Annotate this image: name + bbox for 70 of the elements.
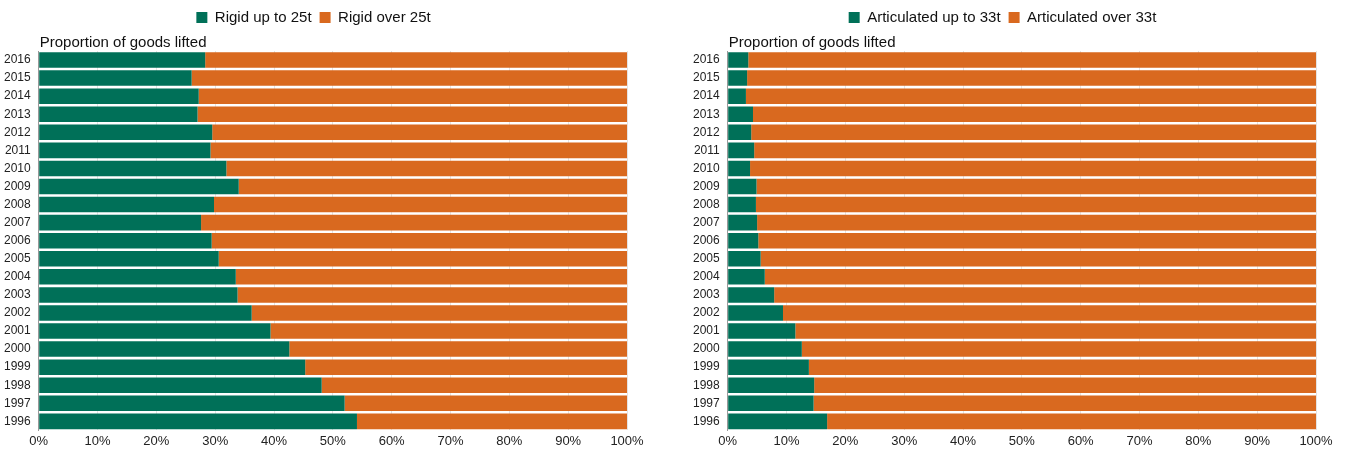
y-tick-label: 2002 [692,305,721,320]
legend-label: Articulated over 33t [1027,7,1158,25]
y-tick-label: 2000 [3,341,32,356]
y-tick-label: 1998 [3,377,32,392]
x-tick-label: 30% [891,432,918,448]
x-tick-label: 80% [1185,432,1212,448]
x-tick-label: 100% [610,432,645,448]
y-tick-label: 2005 [692,251,721,266]
y-tick-label: 2015 [692,70,721,85]
y-tick-label: 2014 [692,88,721,103]
y-tick-label: 1999 [3,359,32,374]
y-tick-label: 2011 [4,142,32,157]
x-tick-label: 40% [261,432,288,448]
y-tick-label: 2010 [692,160,721,175]
y-tick-label: 1998 [692,377,721,392]
y-tick-label: 1996 [3,413,32,428]
y-axis-title: Proportion of goods lifted [728,32,896,50]
x-tick-label: 60% [1067,432,1095,448]
y-tick-label: 2000 [692,341,721,356]
y-tick-label: 2001 [3,323,32,338]
y-tick-label: 2015 [3,70,32,85]
y-tick-label: 2016 [3,52,32,67]
x-tick-label: 70% [1126,432,1153,448]
y-tick-label: 2006 [3,233,32,248]
x-tick-label: 100% [1299,432,1334,448]
legend-label: Rigid up to 25t [214,7,313,25]
y-tick-label: 2005 [3,251,32,266]
y-tick-label: 2007 [692,214,721,229]
x-tick-label: 50% [1008,432,1036,448]
y-tick-label: 2011 [693,142,721,157]
x-tick-label: 0% [718,432,738,448]
y-tick-label: 2013 [3,106,32,121]
y-tick-label: 2009 [692,178,721,193]
x-tick-label: 0% [29,432,49,448]
x-tick-label: 50% [319,432,347,448]
legend-label: Rigid over 25t [338,7,432,25]
x-tick-label: 20% [143,432,170,448]
x-tick-label: 80% [496,432,523,448]
x-tick-label: 90% [1244,432,1271,448]
x-tick-label: 30% [202,432,229,448]
x-tick-label: 90% [555,432,582,448]
x-tick-label: 60% [378,432,406,448]
y-tick-label: 2012 [692,124,721,139]
x-tick-label: 10% [84,432,111,448]
y-tick-label: 2001 [692,323,721,338]
y-tick-label: 2008 [692,196,721,211]
y-tick-label: 1997 [3,395,32,410]
y-tick-label: 2010 [3,160,32,175]
y-tick-label: 2012 [3,124,32,139]
y-tick-label: 2013 [692,106,721,121]
y-tick-label: 2004 [3,269,32,284]
x-tick-label: 70% [437,432,464,448]
y-tick-label: 2006 [692,233,721,248]
y-axis-title: Proportion of goods lifted [39,32,207,50]
legend-label: Articulated up to 33t [867,7,1002,25]
y-tick-label: 1997 [692,395,721,410]
x-tick-label: 10% [773,432,800,448]
x-tick-label: 20% [832,432,859,448]
y-tick-label: 1996 [692,413,721,428]
y-tick-label: 2008 [3,196,32,211]
x-tick-label: 40% [950,432,977,448]
y-tick-label: 2007 [3,214,32,229]
y-tick-label: 2016 [692,52,721,67]
y-tick-label: 2004 [692,269,721,284]
y-tick-label: 2003 [3,287,32,302]
y-tick-label: 2009 [3,178,32,193]
y-tick-label: 2003 [692,287,721,302]
y-tick-label: 2014 [3,88,32,103]
y-tick-label: 2002 [3,305,32,320]
y-tick-label: 1999 [692,359,721,374]
